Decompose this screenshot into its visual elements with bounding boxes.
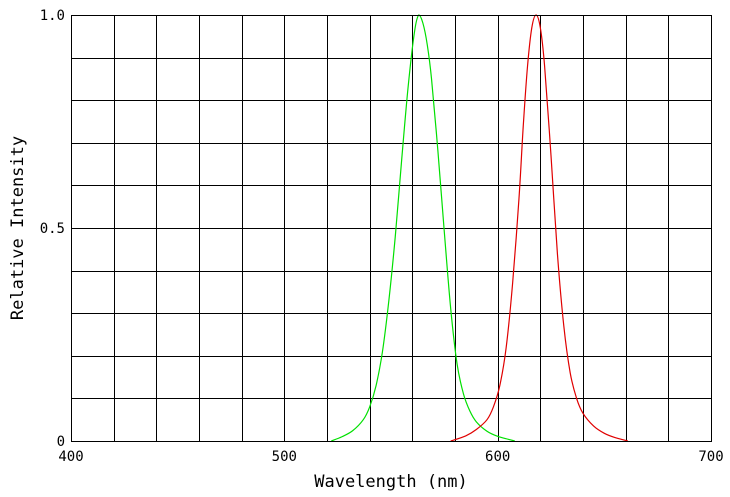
y-axis-ticks: 0 0.5 1.0 bbox=[40, 8, 65, 450]
y-axis-title: Relative Intensity bbox=[8, 136, 28, 320]
x-axis-title: Wavelength (nm) bbox=[314, 472, 468, 492]
grid bbox=[71, 15, 711, 441]
x-tick-label: 600 bbox=[485, 449, 510, 465]
x-axis-ticks: 400 500 600 700 bbox=[58, 449, 723, 465]
y-tick-label: 1.0 bbox=[40, 8, 65, 24]
x-tick-label: 500 bbox=[272, 449, 297, 465]
plot-frame bbox=[71, 15, 712, 442]
y-tick-label: 0.5 bbox=[40, 221, 65, 237]
green-spectrum-line bbox=[331, 14, 515, 442]
x-tick-label: 700 bbox=[698, 449, 723, 465]
y-tick-label: 0 bbox=[57, 434, 65, 450]
x-tick-label: 400 bbox=[58, 449, 83, 465]
